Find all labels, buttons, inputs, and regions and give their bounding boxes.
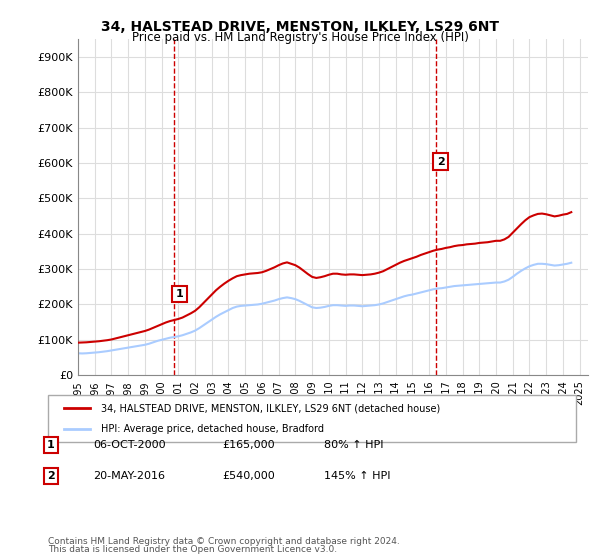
Text: Price paid vs. HM Land Registry's House Price Index (HPI): Price paid vs. HM Land Registry's House … xyxy=(131,31,469,44)
Text: 1: 1 xyxy=(176,289,184,299)
Text: 34, HALSTEAD DRIVE, MENSTON, ILKLEY, LS29 6NT: 34, HALSTEAD DRIVE, MENSTON, ILKLEY, LS2… xyxy=(101,20,499,34)
Text: 20-MAY-2016: 20-MAY-2016 xyxy=(93,471,165,481)
Text: 06-OCT-2000: 06-OCT-2000 xyxy=(93,440,166,450)
FancyBboxPatch shape xyxy=(48,395,576,442)
Text: 2: 2 xyxy=(437,157,445,166)
Text: 1: 1 xyxy=(47,440,55,450)
Text: 2: 2 xyxy=(47,471,55,481)
Text: £540,000: £540,000 xyxy=(222,471,275,481)
Text: HPI: Average price, detached house, Bradford: HPI: Average price, detached house, Brad… xyxy=(101,424,324,434)
Text: This data is licensed under the Open Government Licence v3.0.: This data is licensed under the Open Gov… xyxy=(48,545,337,554)
Text: 34, HALSTEAD DRIVE, MENSTON, ILKLEY, LS29 6NT (detached house): 34, HALSTEAD DRIVE, MENSTON, ILKLEY, LS2… xyxy=(101,403,440,413)
Text: Contains HM Land Registry data © Crown copyright and database right 2024.: Contains HM Land Registry data © Crown c… xyxy=(48,537,400,546)
Text: £165,000: £165,000 xyxy=(222,440,275,450)
Text: 145% ↑ HPI: 145% ↑ HPI xyxy=(324,471,391,481)
Text: 80% ↑ HPI: 80% ↑ HPI xyxy=(324,440,383,450)
